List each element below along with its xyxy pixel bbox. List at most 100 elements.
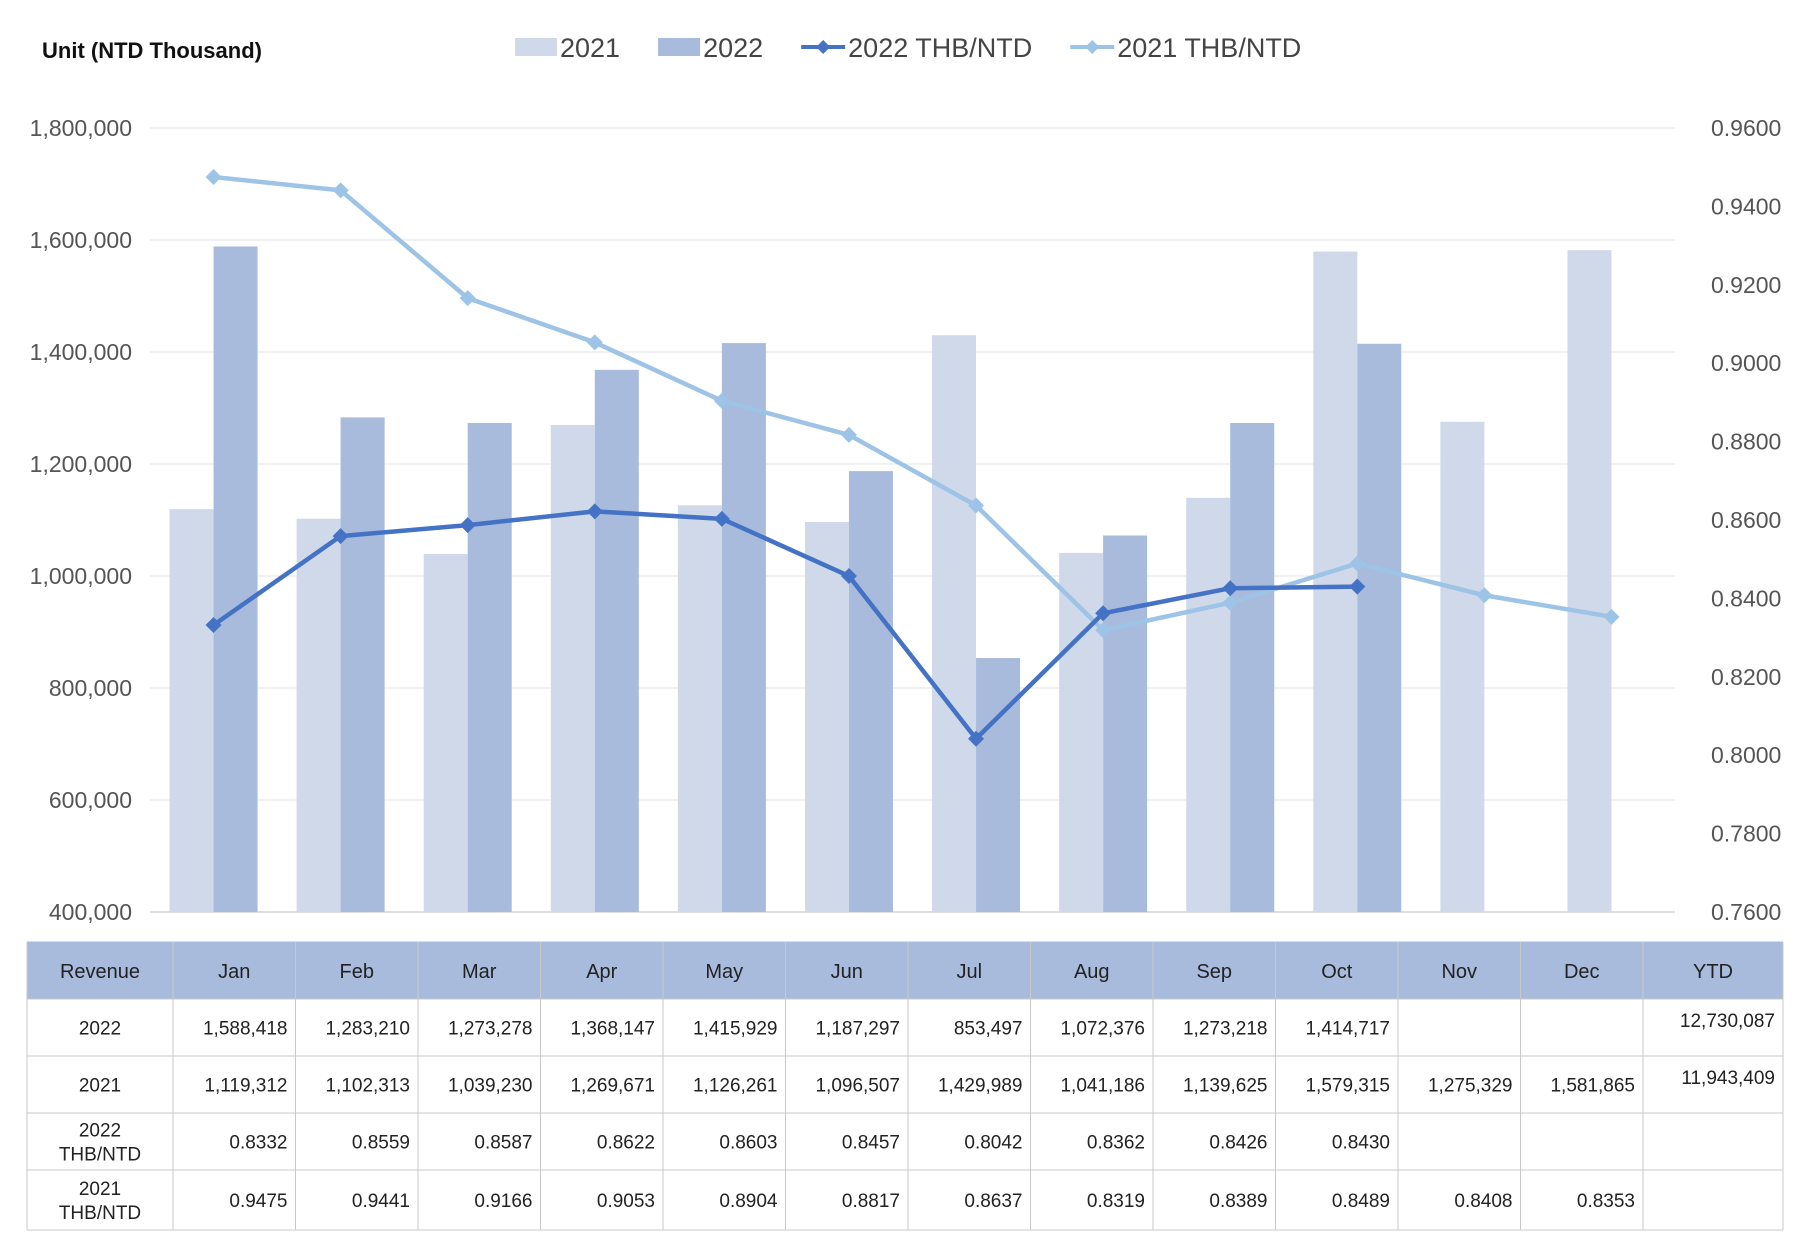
table-cell: 1,096,507 (815, 1076, 900, 1097)
table-cell: 0.8817 (842, 1191, 900, 1212)
bar-2021-Sep (1186, 497, 1231, 912)
lines (205, 169, 1620, 747)
bar-2021-Oct (1313, 251, 1358, 912)
marker-2022 THB/NTD (713, 510, 730, 527)
table-row-label-line: THB/NTD (59, 1145, 141, 1166)
table-cell: 0.8426 (1209, 1133, 1267, 1154)
table-cell: 0.8319 (1087, 1191, 1145, 1212)
legend-label: 2021 THB/NTD (1117, 33, 1301, 63)
table-cell: 1,588,418 (203, 1019, 288, 1040)
line-2021 THB/NTD (213, 174, 1612, 633)
table-header-bg (27, 942, 1783, 999)
table-cell: 1,368,147 (570, 1019, 655, 1040)
bar-2022-Feb (340, 417, 385, 912)
table-cell: 11,943,409 (1681, 1068, 1775, 1089)
bar-2022-May (721, 343, 766, 912)
table-cell: 12,730,087 (1680, 1011, 1775, 1032)
table-header-cell: Jun (831, 961, 863, 983)
bar-2022-Aug (1103, 535, 1148, 912)
table-cell: 1,273,218 (1183, 1019, 1268, 1040)
table-cell: 0.8559 (352, 1133, 410, 1154)
table-cell: 0.8332 (229, 1133, 287, 1154)
table-cell: 1,414,717 (1305, 1019, 1390, 1040)
bar-2021-Jul (932, 335, 977, 912)
y2-tick-label: 0.7800 (1711, 821, 1781, 847)
y-tick-label: 1,000,000 (30, 563, 132, 589)
table-cell: 0.8637 (964, 1191, 1022, 1212)
marker-2021 THB/NTD (332, 182, 349, 199)
bars (169, 246, 1612, 913)
legend: 2021 2022 2022 THB/NTD 2021 THB/NTD (515, 33, 1301, 63)
legend-swatch (515, 38, 557, 56)
legend-label: 2022 (703, 33, 763, 63)
bar-2021-Nov (1440, 421, 1485, 912)
table-header-cell: Feb (340, 961, 374, 983)
table-cell: 0.8904 (719, 1191, 778, 1212)
y-tick-label: 600,000 (49, 787, 132, 813)
table-header-cell: Apr (586, 961, 617, 983)
marker-2022 THB/NTD (205, 617, 222, 634)
table-row-label: 2022 THB/NTD (59, 1121, 141, 1166)
table-cell: 1,579,315 (1305, 1076, 1390, 1097)
y2-tick-label: 0.9600 (1711, 115, 1781, 141)
bar-2022-Oct (1357, 343, 1402, 912)
table-header-cell: Revenue (60, 961, 140, 983)
marker-2021 THB/NTD (1603, 608, 1620, 625)
marker-2021 THB/NTD (840, 426, 857, 443)
table-cell: 1,119,312 (204, 1076, 287, 1097)
table-cell: 1,581,865 (1550, 1076, 1635, 1097)
table-cell: 853,497 (954, 1019, 1023, 1040)
y-tick-label: 1,600,000 (30, 227, 132, 253)
marker-2021 THB/NTD (205, 169, 222, 185)
grid (150, 127, 1675, 913)
legend-label: 2022 THB/NTD (848, 33, 1032, 63)
table-header-cell: Aug (1074, 961, 1110, 983)
marker-2022 THB/NTD (840, 568, 857, 585)
table-row-label: 2021 (79, 1076, 121, 1097)
y-tick-label: 1,400,000 (30, 339, 132, 365)
table-header-cell: Sep (1196, 961, 1232, 983)
table-cell: 0.8042 (964, 1133, 1022, 1154)
table-cell: 0.8603 (719, 1133, 777, 1154)
bar-2021-Mar (423, 554, 468, 912)
y2-tick-label: 0.8000 (1711, 742, 1781, 768)
table-cell: 0.9441 (352, 1191, 410, 1212)
marker-2021 THB/NTD (1349, 555, 1366, 572)
table-cell: 0.8408 (1454, 1191, 1512, 1212)
table-cell: 1,187,297 (815, 1019, 900, 1040)
table-header-cell: Jan (218, 961, 250, 983)
table-row-label-line: 2022 (79, 1019, 121, 1040)
y2-tick-label: 0.9400 (1711, 193, 1781, 219)
marker-2021 THB/NTD (713, 392, 730, 409)
marker-2021 THB/NTD (459, 290, 476, 307)
table-cell: 1,126,261 (693, 1076, 778, 1097)
table-cell: 1,269,671 (570, 1076, 655, 1097)
marker-2021 THB/NTD (1095, 622, 1112, 639)
table-row-label-line: THB/NTD (59, 1203, 141, 1224)
y2-tick-label: 0.8400 (1711, 585, 1781, 611)
marker-2021 THB/NTD (1222, 594, 1239, 611)
bar-2022-Jul (976, 658, 1021, 912)
table-row-label-line: 2021 (79, 1179, 121, 1200)
table-cell: 0.8587 (474, 1133, 532, 1154)
table-header-cell: May (705, 961, 743, 983)
table-cell: 0.8353 (1577, 1191, 1635, 1212)
table-cell: 1,139,625 (1183, 1076, 1268, 1097)
table-header-cell: YTD (1693, 961, 1733, 983)
unit-label: Unit (NTD Thousand) (42, 38, 262, 63)
table-row-label: 2022 (79, 1019, 121, 1040)
table-header-cell: Dec (1564, 961, 1600, 983)
y2-axis: 0.7600 0.7800 0.8000 0.8200 0.8400 0.8600 0.88… (1711, 115, 1781, 925)
marker-2022 THB/NTD (1095, 605, 1112, 622)
bar-2022-Jun (848, 471, 893, 912)
table-cell: 1,041,186 (1060, 1076, 1145, 1097)
table-cell: 0.9053 (597, 1191, 655, 1212)
y-tick-label: 400,000 (49, 899, 132, 925)
table-cell: 1,429,989 (938, 1076, 1023, 1097)
y-tick-label: 1,800,000 (30, 115, 132, 141)
bar-2021-Jan (169, 509, 214, 912)
legend-swatch (658, 38, 701, 56)
table-cell: 0.8489 (1332, 1191, 1390, 1212)
